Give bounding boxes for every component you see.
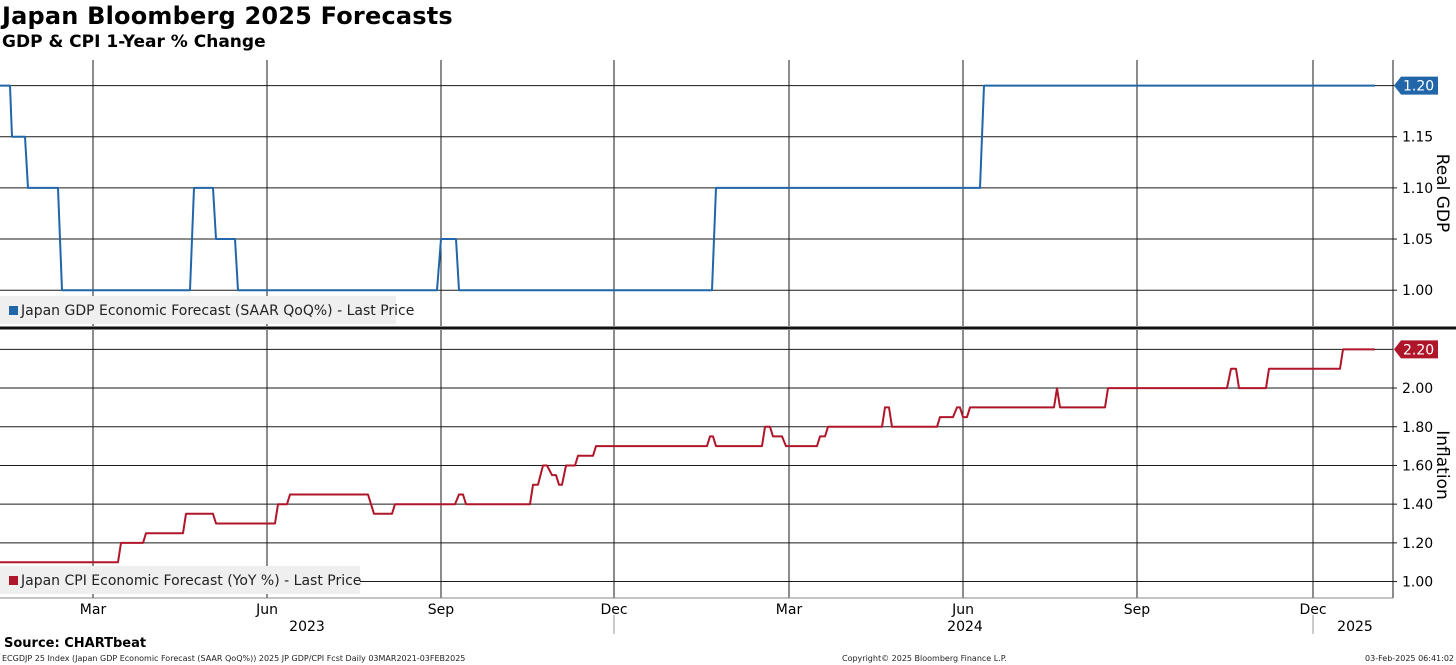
x-month-label: Dec [600, 602, 627, 618]
gdp-last-value-label: 1.20 [1403, 79, 1434, 95]
gdp-axis-label: Real GDP [1432, 154, 1452, 233]
cpi-tick-label: 1.60 [1402, 458, 1433, 474]
footer-timestamp: 03-Feb-2025 06:41:02 [1365, 654, 1454, 663]
chart-title: Japan Bloomberg 2025 Forecasts [2, 2, 453, 30]
footer-index-info: ECGDJP 25 Index (Japan GDP Economic Fore… [2, 654, 466, 663]
cpi-tick-label: 1.80 [1402, 420, 1433, 436]
x-month-label: Jun [255, 602, 278, 618]
x-month-label: Mar [776, 602, 803, 618]
gdp-tick-label: 1.10 [1402, 181, 1433, 197]
cpi-tick-label: 1.00 [1402, 575, 1433, 591]
footer-copyright: Copyright© 2025 Bloomberg Finance L.P. [842, 654, 1007, 663]
gdp-series-line [0, 84, 1375, 292]
gdp-legend-box [0, 296, 396, 324]
cpi-legend-label: Japan CPI Economic Forecast (YoY %) - La… [20, 573, 361, 589]
gdp-tick-label: 1.15 [1402, 130, 1433, 146]
cpi-legend-box [0, 566, 360, 594]
chart-subtitle: GDP & CPI 1-Year % Change [2, 32, 266, 52]
cpi-series-line [0, 348, 1375, 564]
x-month-label: Dec [1299, 602, 1326, 618]
gdp-tick-label: 1.00 [1402, 283, 1433, 299]
x-month-label: Sep [428, 602, 455, 618]
source-note: Source: CHARTbeat [4, 636, 147, 651]
gdp-legend-swatch [9, 306, 18, 315]
x-month-label: Sep [1124, 602, 1151, 618]
gdp-legend-label: Japan GDP Economic Forecast (SAAR QoQ%) … [20, 303, 414, 319]
x-month-label: Mar [80, 602, 107, 618]
gdp-last-value-tag [1394, 76, 1438, 95]
x-year-label: 2024 [947, 619, 983, 635]
cpi-axis-label: Inflation [1432, 430, 1452, 499]
cpi-last-value-tag [1394, 340, 1438, 359]
x-year-label: 2023 [289, 619, 325, 635]
cpi-tick-label: 2.00 [1402, 381, 1433, 397]
cpi-legend-swatch [9, 576, 18, 585]
x-month-label: Jun [951, 602, 974, 618]
cpi-tick-label: 1.40 [1402, 497, 1433, 513]
gdp-tick-label: 1.05 [1402, 232, 1433, 248]
cpi-tick-label: 1.20 [1402, 536, 1433, 552]
x-year-label: 2025 [1337, 619, 1373, 635]
cpi-last-value-label: 2.20 [1403, 342, 1434, 358]
